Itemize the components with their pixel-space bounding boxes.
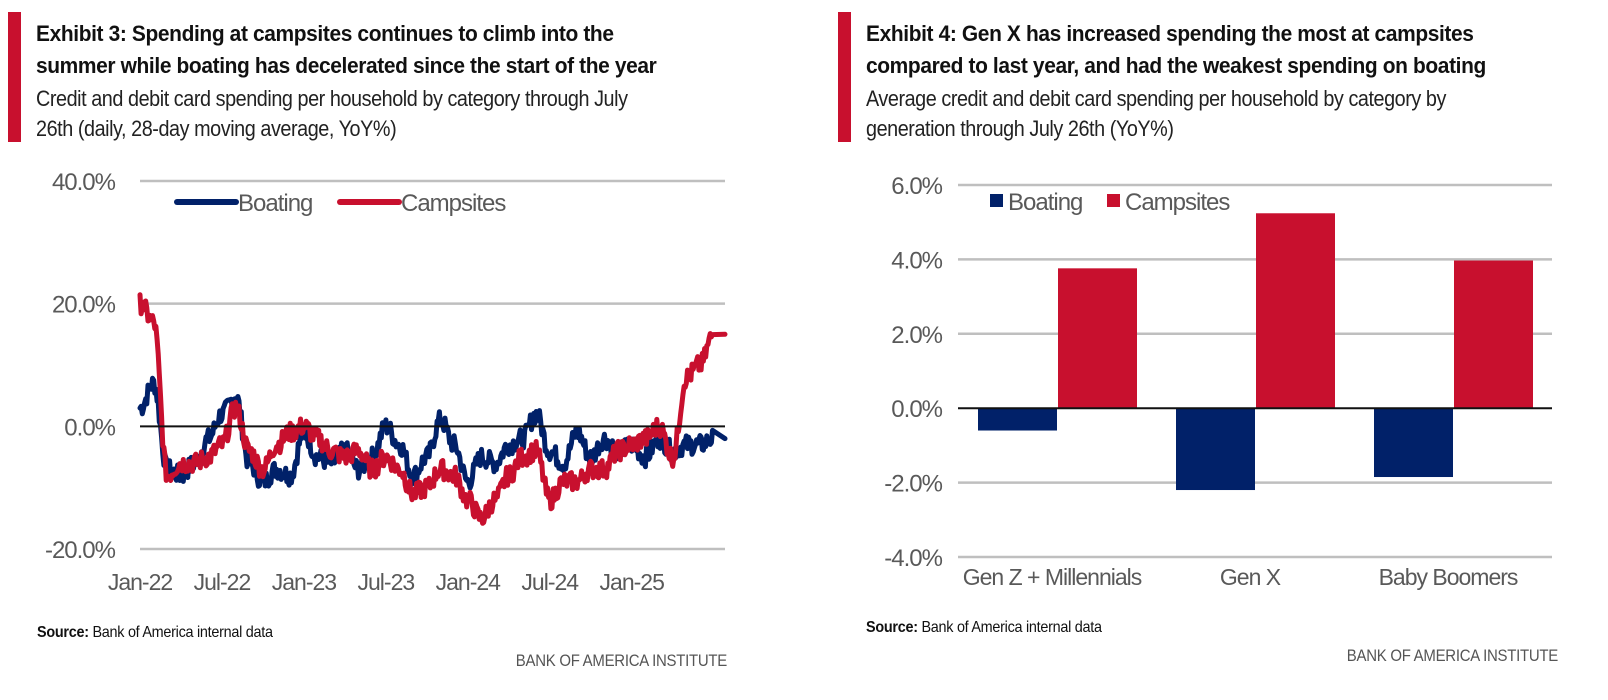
y-tick-label: 0.0%	[891, 396, 942, 423]
bar-chart: -4.0% -2.0% 0.0% 2.0% 4.0% 6.0% Gen Z + Millen…	[884, 173, 1552, 590]
x-tick-label: Jan-24	[436, 569, 502, 595]
line-chart: -20.0% 0.0% 20.0% 40.0% Jan-22 Jul-22 Jan-23 Ju…	[45, 169, 728, 595]
source-text: Bank of America internal data	[88, 624, 273, 641]
exhibit-3-source: Source: Bank of America internal data	[37, 624, 273, 642]
title-line-1: Exhibit 3: Spending at campsites continu…	[36, 21, 614, 46]
y-tick-label: 6.0%	[891, 173, 942, 200]
y-tick-label: 0.0%	[64, 414, 115, 441]
x-tick-label: Jul-23	[358, 569, 415, 595]
source-label: Source:	[37, 624, 89, 641]
y-tick-label: -2.0%	[884, 471, 942, 498]
exhibit-4-panel: Exhibit 4: Gen X has increased spending …	[830, 0, 1608, 700]
x-category-label: Gen X	[1220, 564, 1281, 590]
x-tick-label: Jul-22	[194, 569, 251, 595]
legend-label-campsites: Campsites	[401, 190, 506, 217]
bar-campsites	[1058, 268, 1137, 409]
accent-bar	[8, 12, 21, 142]
subtitle-line-1: Average credit and debit card spending p…	[866, 86, 1446, 111]
legend-swatch-boating	[990, 194, 1003, 207]
y-tick-label: -20.0%	[45, 537, 116, 564]
bar-campsites	[1454, 260, 1533, 409]
source-text: Bank of America internal data	[917, 619, 1102, 636]
title-line-1: Exhibit 4: Gen X has increased spending …	[866, 21, 1474, 46]
series-line-campsites	[137, 292, 728, 526]
title-line-2: compared to last year, and had the weake…	[866, 53, 1486, 78]
legend-swatch-campsites	[1107, 194, 1120, 207]
x-tick-label: Jul-24	[521, 569, 579, 595]
legend-label-boating: Boating	[238, 190, 312, 217]
exhibit-3-subtitle: Credit and debit card spending per house…	[36, 84, 628, 144]
exhibit-3-title: Exhibit 3: Spending at campsites continu…	[36, 18, 657, 82]
subtitle-line-2: 26th (daily, 28-day moving average, YoY%…	[36, 116, 397, 141]
exhibit-4-source: Source: Bank of America internal data	[866, 619, 1102, 637]
bar-boating	[1176, 408, 1255, 491]
brand-footer: BANK OF AMERICA INSTITUTE	[1346, 646, 1558, 665]
y-tick-label: 2.0%	[891, 322, 942, 349]
brand-footer: BANK OF AMERICA INSTITUTE	[515, 651, 727, 670]
y-tick-label: 20.0%	[52, 292, 116, 319]
exhibit-4-title: Exhibit 4: Gen X has increased spending …	[866, 18, 1486, 82]
title-line-2: summer while boating has decelerated sin…	[36, 53, 657, 78]
y-tick-label: 40.0%	[52, 169, 116, 196]
subtitle-line-2: generation through July 26th (YoY%)	[866, 116, 1174, 141]
x-tick-label: Jan-22	[108, 569, 173, 595]
y-tick-label: 4.0%	[891, 247, 942, 274]
exhibit-4-subtitle: Average credit and debit card spending p…	[866, 84, 1446, 144]
bar-campsites	[1256, 213, 1335, 409]
exhibit-3-panel: Exhibit 3: Spending at campsites continu…	[0, 0, 760, 700]
y-tick-label: -4.0%	[884, 545, 942, 572]
legend-label-campsites: Campsites	[1125, 189, 1230, 216]
bar-boating	[1374, 408, 1453, 478]
bar-boating	[978, 408, 1057, 431]
subtitle-line-1: Credit and debit card spending per house…	[36, 86, 628, 111]
x-tick-label: Jan-25	[600, 569, 665, 595]
legend-label-boating: Boating	[1008, 189, 1082, 216]
x-category-label: Baby Boomers	[1379, 564, 1518, 590]
x-tick-label: Jan-23	[272, 569, 337, 595]
accent-bar	[838, 12, 851, 142]
source-label: Source:	[866, 619, 918, 636]
x-category-label: Gen Z + Millennials	[963, 564, 1142, 590]
